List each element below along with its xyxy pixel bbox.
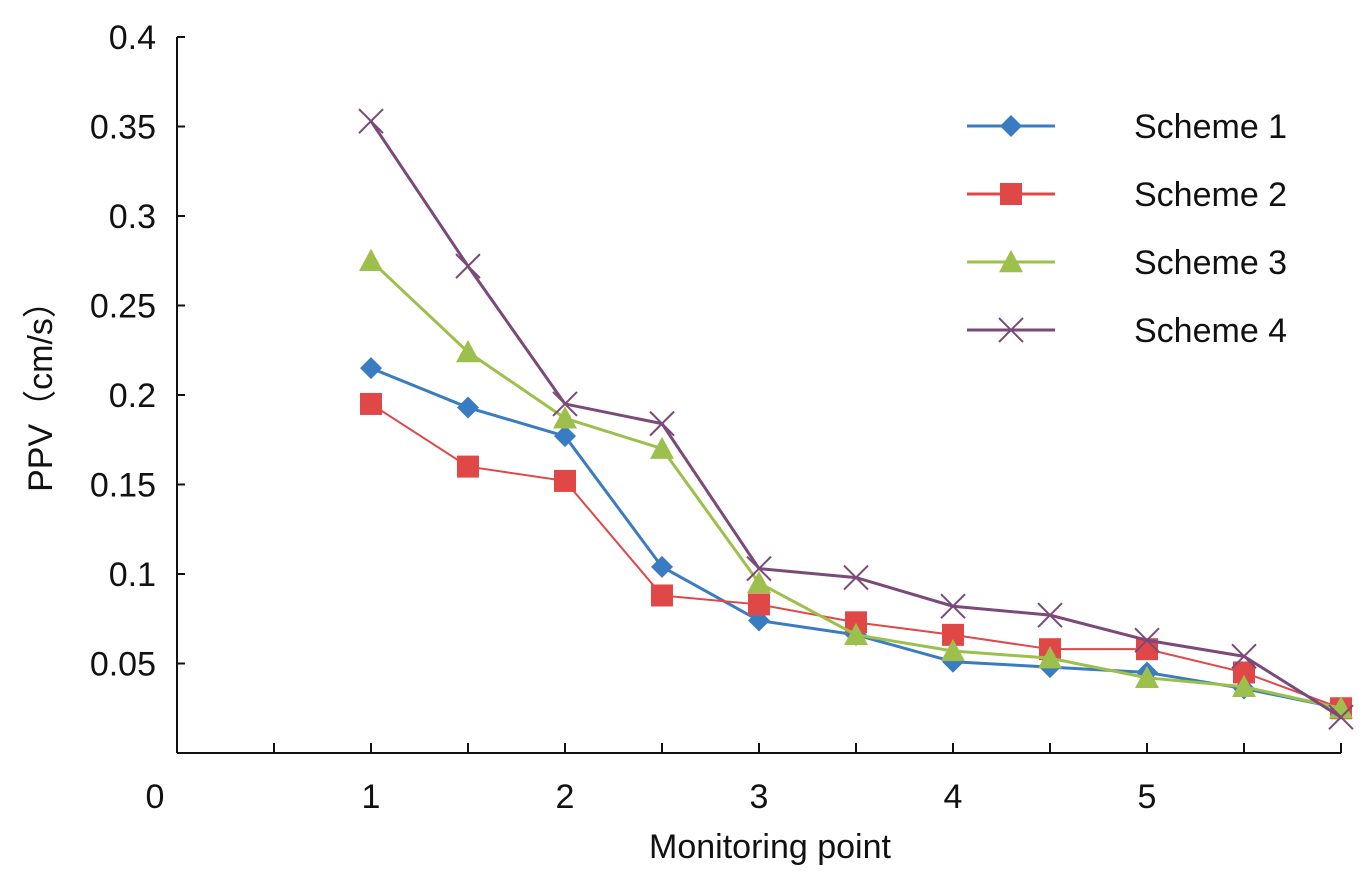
data-point — [457, 455, 479, 478]
legend-item: Scheme 2 — [967, 176, 1287, 214]
x-tick-label: 5 — [1138, 778, 1157, 816]
x-tick-label: 1 — [362, 778, 381, 816]
series-layer — [358, 108, 1354, 730]
y-tick-label: 0.15 — [90, 467, 156, 505]
legend-marker — [998, 317, 1024, 343]
data-point — [1232, 674, 1256, 697]
legend-marker — [1000, 115, 1022, 137]
data-point — [1328, 704, 1354, 730]
data-point — [1135, 665, 1159, 689]
data-point — [552, 391, 578, 417]
data-point — [651, 555, 673, 578]
axes: 0.05 0.1 0.15 0.2 0.25 0.3 0.35 0.4 0 1 2 3 4 5 — [90, 19, 1342, 816]
y-tick-label: 0.25 — [90, 288, 156, 326]
cross-stroke — [649, 410, 675, 437]
data-point — [1134, 627, 1160, 653]
data-point — [746, 555, 772, 582]
cross-stroke — [1037, 602, 1063, 628]
legend-item: Scheme 4 — [967, 312, 1287, 350]
data-point — [845, 611, 867, 634]
x-tick-label: 3 — [750, 778, 769, 816]
series-4 — [358, 108, 1354, 730]
data-point — [941, 638, 965, 662]
cross-stroke — [1231, 643, 1257, 670]
cross-stroke — [940, 593, 966, 619]
x-tick-label: 4 — [944, 778, 963, 816]
data-point — [649, 410, 675, 437]
data-point — [1136, 638, 1158, 661]
y-tick-label: 0.1 — [109, 556, 156, 594]
data-point — [747, 570, 771, 594]
cross-stroke — [998, 317, 1024, 343]
data-point — [554, 425, 576, 448]
x-ticks: 0 1 2 3 4 5 — [146, 743, 1342, 816]
y-ticks: 0.05 0.1 0.15 0.2 0.25 0.3 0.35 0.4 — [90, 19, 185, 684]
cross-stroke — [1134, 627, 1160, 653]
data-point — [1038, 646, 1062, 669]
data-point — [359, 248, 383, 271]
data-point — [455, 253, 481, 279]
data-point — [940, 593, 966, 619]
y-axis-title: PPV（cm/s） — [22, 284, 60, 492]
y-tick-label: 0.2 — [109, 377, 156, 415]
legend-marker — [1000, 183, 1022, 205]
legend-label: Scheme 3 — [1134, 244, 1287, 282]
cross-stroke — [843, 564, 869, 591]
y-tick-label: 0.3 — [109, 198, 156, 236]
x-axis-title: Monitoring point — [649, 828, 891, 866]
series-line — [370, 366, 1342, 710]
series-line — [370, 403, 1342, 710]
data-point — [360, 392, 382, 415]
y-tick-label: 0.35 — [90, 109, 156, 147]
y-tick-label: 0.4 — [109, 19, 156, 57]
series-1 — [360, 357, 1352, 720]
series-2 — [360, 392, 1352, 720]
data-point — [748, 593, 770, 616]
data-point — [844, 622, 868, 646]
data-point — [358, 108, 384, 134]
data-point — [553, 406, 577, 429]
cross-stroke — [746, 555, 772, 582]
data-point — [360, 357, 382, 380]
y-tick-label: 0.05 — [90, 646, 156, 684]
cross-stroke — [552, 391, 578, 417]
x-tick-label: 0 — [146, 778, 165, 816]
x-tick-label: 2 — [556, 778, 575, 816]
legend-label: Scheme 1 — [1134, 108, 1287, 146]
data-point — [456, 340, 480, 363]
series-3 — [359, 248, 1353, 719]
cross-stroke — [358, 108, 384, 134]
cross-stroke — [1328, 704, 1354, 730]
legend-marker — [999, 250, 1023, 273]
legend-item: Scheme 1 — [967, 108, 1287, 146]
legend-item: Scheme 3 — [967, 244, 1287, 282]
data-point — [650, 436, 674, 459]
cross-stroke — [455, 253, 481, 279]
data-point — [942, 623, 964, 646]
legend: Scheme 1 Scheme 2 Scheme 3 Scheme 4 — [967, 108, 1287, 350]
data-point — [1233, 661, 1255, 684]
data-point — [554, 469, 576, 492]
data-point — [843, 564, 869, 591]
data-point — [1231, 643, 1257, 670]
legend-label: Scheme 2 — [1134, 176, 1287, 214]
data-point — [457, 396, 479, 419]
legend-label: Scheme 4 — [1134, 312, 1287, 350]
data-point — [1037, 602, 1063, 628]
data-point — [651, 584, 673, 607]
